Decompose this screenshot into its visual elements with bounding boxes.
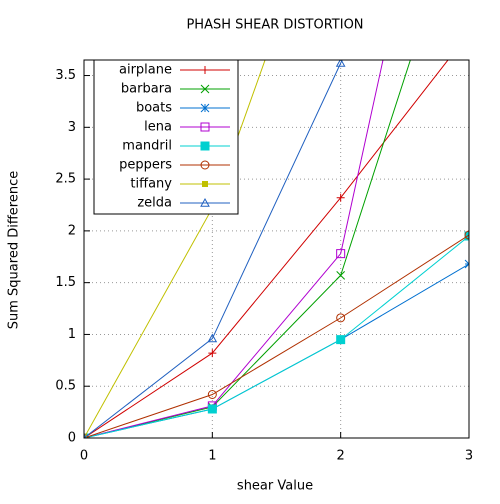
y-tick-label: 0 xyxy=(68,431,76,446)
marker xyxy=(336,271,346,280)
legend-marker xyxy=(200,197,210,207)
legend-marker xyxy=(200,103,210,113)
marker xyxy=(464,230,469,240)
legend-marker xyxy=(200,84,210,94)
x-axis-label: shear Value xyxy=(237,479,313,494)
legend-marker xyxy=(202,181,208,187)
legend-label: lena xyxy=(144,120,172,135)
marker xyxy=(335,60,346,67)
x-tick-label: 3 xyxy=(465,449,473,464)
series-line xyxy=(84,60,266,438)
marker xyxy=(336,313,346,323)
marker xyxy=(207,333,218,343)
y-tick-label: 2 xyxy=(68,223,76,238)
y-tick-label: 2.5 xyxy=(55,172,76,187)
legend-label: mandril xyxy=(122,139,172,154)
legend: airplane barbara boats lena mandril peppers ti… xyxy=(93,59,239,215)
series-line xyxy=(84,60,411,438)
marker xyxy=(336,193,345,202)
legend-label: zelda xyxy=(137,196,172,211)
series-line xyxy=(84,60,343,438)
y-tick-label: 3 xyxy=(68,120,76,135)
chart-title: PHASH SHEAR DISTORTION xyxy=(186,18,363,33)
plot-area xyxy=(84,60,469,438)
series-line xyxy=(84,60,449,438)
x-tick-label: 0 xyxy=(80,449,88,464)
legend-label: airplane xyxy=(119,63,172,78)
series-line xyxy=(84,234,469,438)
legend-label: tiffany xyxy=(130,177,172,192)
legend-marker xyxy=(201,66,209,74)
marker xyxy=(207,404,217,414)
legend-box xyxy=(93,59,239,215)
marker xyxy=(208,349,217,358)
legend-marker xyxy=(200,141,210,151)
legend-marker xyxy=(200,160,210,170)
series-line xyxy=(84,60,384,438)
y-tick-label: 1.5 xyxy=(55,275,76,290)
y-tick-label: 3.5 xyxy=(55,68,76,83)
marker xyxy=(336,249,346,259)
marker xyxy=(207,390,217,399)
plot-border xyxy=(83,59,470,439)
legend-label: boats xyxy=(136,101,172,116)
legend-marker xyxy=(200,122,210,132)
marker xyxy=(336,335,346,345)
x-tick-label: 2 xyxy=(337,449,345,464)
legend-label: peppers xyxy=(119,158,172,173)
y-axis-label: Sum Squared Difference xyxy=(7,171,22,329)
y-tick-label: 1 xyxy=(68,327,76,342)
series-line xyxy=(84,235,469,438)
y-tick-label: 0.5 xyxy=(55,379,76,394)
legend-label: barbara xyxy=(121,82,172,97)
x-tick-label: 1 xyxy=(208,449,216,464)
